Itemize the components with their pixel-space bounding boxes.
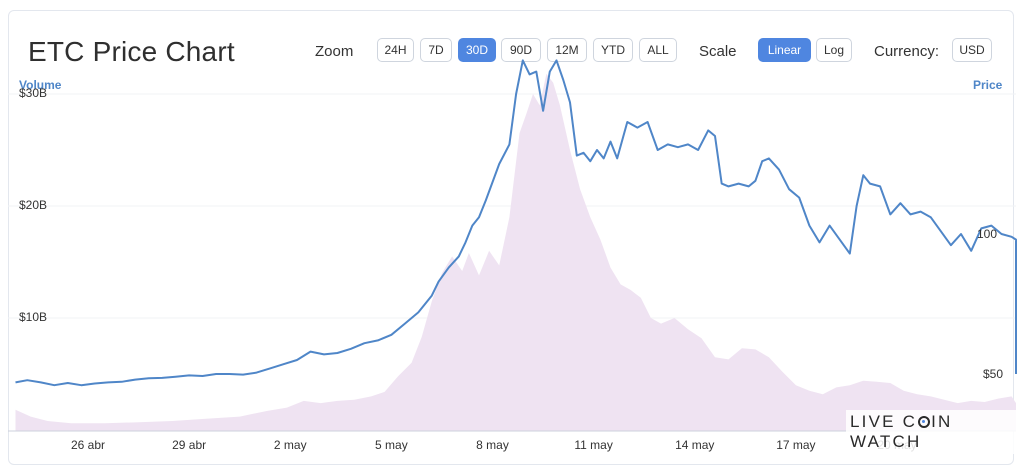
x-tick-label: 8 may bbox=[476, 438, 509, 452]
coin-icon bbox=[918, 416, 931, 428]
price-tick-label: 100 bbox=[977, 227, 998, 241]
x-tick-label: 17 may bbox=[776, 438, 816, 452]
x-tick-label: 5 may bbox=[375, 438, 408, 452]
live-coin-watch-watermark: LIVE C IN WATCH bbox=[846, 410, 1024, 454]
zoom-ytd-button[interactable]: YTD bbox=[593, 38, 633, 62]
price-axis-title: Price bbox=[973, 78, 1003, 92]
zoom-label: Zoom bbox=[315, 43, 354, 60]
volume-area bbox=[15, 73, 1016, 432]
zoom-30d-button[interactable]: 30D bbox=[458, 38, 496, 62]
volume-tick-label: $30B bbox=[19, 86, 48, 100]
volume-axis-title: Volume bbox=[19, 78, 62, 92]
scale-label: Scale bbox=[699, 43, 737, 60]
x-tick-label: 29 abr bbox=[172, 438, 207, 452]
volume-tick-label: $10B bbox=[19, 310, 48, 324]
zoom-90d-button[interactable]: 90D bbox=[501, 38, 541, 62]
zoom-24h-button[interactable]: 24H bbox=[377, 38, 414, 62]
volume-tick-label: $20B bbox=[19, 198, 48, 212]
price-line bbox=[15, 59, 1017, 387]
currency-label: Currency: bbox=[874, 43, 940, 60]
currency-usd-button[interactable]: USD bbox=[952, 38, 992, 62]
x-tick-label: 11 may bbox=[574, 438, 613, 452]
price-tick-label: $50 bbox=[983, 367, 1004, 381]
zoom-7d-button[interactable]: 7D bbox=[420, 38, 452, 62]
x-tick-label: 26 abr bbox=[70, 438, 106, 452]
chart-title: ETC Price Chart bbox=[28, 36, 235, 67]
scale-log-button[interactable]: Log bbox=[816, 38, 852, 62]
zoom-12m-button[interactable]: 12M bbox=[547, 38, 587, 62]
zoom-all-button[interactable]: ALL bbox=[639, 38, 677, 62]
x-tick-label: 14 may bbox=[675, 438, 715, 452]
x-tick-label: 2 may bbox=[273, 438, 307, 452]
scale-linear-button[interactable]: Linear bbox=[758, 38, 811, 62]
